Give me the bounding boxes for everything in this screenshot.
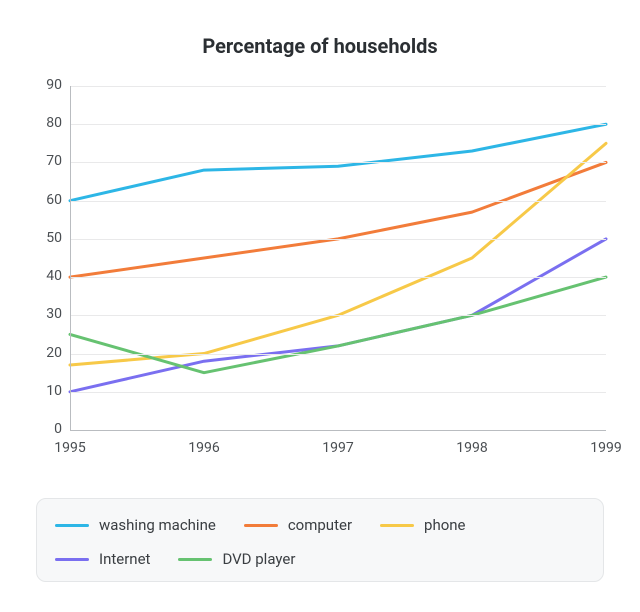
gridline (70, 392, 606, 393)
y-tick-label: 20 (28, 345, 62, 361)
legend-swatch (55, 524, 89, 527)
legend-item: computer (244, 516, 352, 534)
legend-swatch (55, 558, 89, 561)
legend-swatch (380, 524, 414, 527)
chart-title: Percentage of households (0, 34, 640, 58)
chart-container: Percentage of households 010203040506070… (0, 0, 640, 612)
legend-item: Internet (55, 550, 150, 568)
y-tick-label: 70 (28, 153, 62, 169)
gridline (70, 354, 606, 355)
x-tick-label: 1995 (54, 440, 85, 456)
legend-label: computer (288, 516, 352, 534)
legend-item: phone (380, 516, 465, 534)
gridline (70, 124, 606, 125)
y-tick-label: 80 (28, 115, 62, 131)
gridline (70, 239, 606, 240)
series-line (70, 277, 606, 373)
legend: washing machine computer phone Internet DVD … (36, 498, 604, 582)
legend-swatch (178, 558, 212, 561)
legend-item: DVD player (178, 550, 295, 568)
gridline (70, 201, 606, 202)
series-line (70, 162, 606, 277)
chart-lines-svg (70, 86, 606, 430)
y-tick-label: 10 (28, 383, 62, 399)
legend-label: Internet (99, 550, 150, 568)
y-axis-line (70, 86, 71, 430)
x-tick-label: 1998 (456, 440, 487, 456)
gridline (70, 315, 606, 316)
gridline (70, 86, 606, 87)
x-tick-label: 1997 (322, 440, 353, 456)
x-tick-label: 1996 (188, 440, 219, 456)
legend-swatch (244, 524, 278, 527)
x-tick-label: 1999 (590, 440, 621, 456)
legend-label: phone (424, 516, 465, 534)
y-tick-label: 50 (28, 230, 62, 246)
y-tick-label: 40 (28, 268, 62, 284)
legend-label: DVD player (222, 550, 295, 568)
plot-area: 010203040506070809019951996199719981999 (70, 86, 606, 430)
y-tick-label: 90 (28, 77, 62, 93)
series-line (70, 143, 606, 365)
gridline (70, 162, 606, 163)
y-tick-label: 60 (28, 192, 62, 208)
gridline (70, 277, 606, 278)
legend-label: washing machine (99, 516, 216, 534)
x-axis-line (70, 430, 606, 431)
legend-item: washing machine (55, 516, 216, 534)
y-tick-label: 0 (28, 421, 62, 437)
y-tick-label: 30 (28, 306, 62, 322)
